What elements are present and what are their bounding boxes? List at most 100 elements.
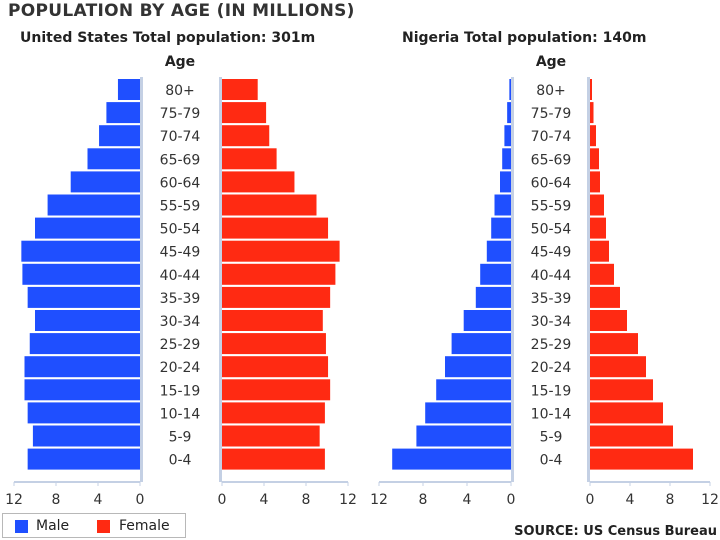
us-age-label: 15-19 [160, 383, 201, 399]
nigeria-female-bar [590, 102, 594, 124]
nigeria-age-label: 70-74 [531, 129, 572, 145]
nigeria-female-baseline [587, 77, 590, 482]
nigeria-age-label: 60-64 [531, 175, 572, 191]
us-age-label: 40-44 [160, 268, 201, 284]
nigeria-female-bar [590, 379, 653, 401]
us-age-label: 75-79 [160, 106, 201, 122]
us-x-tick-label: 12 [339, 492, 357, 508]
nigeria-female-bar [590, 286, 620, 308]
us-x-tick-label: 12 [5, 492, 23, 508]
nigeria-age-label: 40-44 [531, 268, 572, 284]
legend: Male Female [2, 513, 186, 538]
nigeria-female-bar [590, 148, 599, 170]
nigeria-age-label: 30-34 [531, 314, 572, 330]
us-age-label: 25-29 [160, 337, 201, 353]
us-female-bar [222, 79, 258, 100]
nigeria-male-bar [500, 171, 511, 193]
nigeria-age-label: 5-9 [540, 430, 563, 446]
us-male-bar [27, 286, 140, 308]
nigeria-male-bar [475, 286, 511, 308]
nigeria-x-tick-label: 8 [666, 492, 675, 508]
nigeria-male-bar [436, 379, 511, 401]
nigeria-x-tick-label: 0 [586, 492, 595, 508]
us-x-tick-label: 0 [136, 492, 145, 508]
us-male-baseline [140, 77, 143, 482]
nigeria-age-label: 45-49 [531, 245, 572, 261]
chart-main-title: POPULATION BY AGE (IN MILLIONS) [8, 1, 355, 21]
nigeria-age-label: 15-19 [531, 383, 572, 399]
nigeria-male-bar [463, 310, 511, 331]
nigeria-age-label: 0-4 [540, 453, 563, 469]
us-female-bar [222, 171, 295, 193]
us-female-bar [222, 356, 329, 378]
nigeria-age-label: 20-24 [531, 360, 572, 376]
nigeria-male-bar [480, 263, 511, 285]
nigeria-female-bar [590, 125, 596, 147]
nigeria-male-bar [392, 448, 511, 470]
us-male-bar [27, 402, 140, 424]
nigeria-female-bar [590, 171, 600, 193]
nigeria-x-tick-label: 0 [507, 492, 516, 508]
us-age-label: 0-4 [169, 453, 192, 469]
nigeria-female-bar [590, 333, 638, 355]
nigeria-male-bar [491, 217, 511, 239]
nigeria-age-label: 65-69 [531, 152, 572, 168]
nigeria-age-axis-title: Age [536, 54, 566, 70]
legend-male-swatch [15, 520, 28, 533]
nigeria-male-bar [451, 333, 511, 355]
us-male-bar [35, 310, 140, 331]
nigeria-male-bar [507, 102, 511, 124]
us-x-tick-label: 8 [52, 492, 61, 508]
us-age-label: 70-74 [160, 129, 201, 145]
us-male-bar [106, 102, 140, 124]
legend-male-label: Male [36, 518, 70, 534]
nigeria-male-bar [504, 125, 511, 147]
legend-female-label: Female [119, 518, 170, 534]
us-chart-subtitle: United States Total population: 301m [20, 30, 316, 46]
us-female-bar [222, 379, 331, 401]
us-male-bar [99, 125, 140, 147]
nigeria-male-baseline [511, 77, 514, 482]
nigeria-male-bar [502, 148, 511, 170]
nigeria-male-bar [486, 240, 511, 262]
us-male-bar [87, 148, 140, 170]
us-male-bar [70, 171, 140, 193]
nigeria-male-bar [445, 356, 511, 378]
us-female-bar [222, 217, 329, 239]
us-female-bar [222, 286, 331, 308]
us-male-bar [24, 356, 140, 378]
nigeria-female-bar [590, 263, 614, 285]
us-male-bar [21, 240, 141, 262]
us-age-label: 65-69 [160, 152, 201, 168]
nigeria-age-label: 35-39 [531, 291, 572, 307]
us-male-bar [27, 448, 140, 470]
us-male-bar [35, 217, 140, 239]
us-x-tick-label: 4 [260, 492, 269, 508]
us-female-bar [222, 263, 336, 285]
us-age-label: 60-64 [160, 175, 201, 191]
nigeria-female-bar [590, 310, 627, 331]
us-female-bar [222, 125, 270, 147]
legend-female-swatch [97, 520, 110, 533]
us-male-bar [22, 263, 140, 285]
us-age-label: 50-54 [160, 222, 201, 238]
nigeria-x-tick-label: 12 [370, 492, 388, 508]
nigeria-x-tick-label: 12 [701, 492, 719, 508]
nigeria-x-tick-label: 8 [419, 492, 428, 508]
nigeria-female-bar [590, 79, 592, 100]
nigeria-chart-subtitle: Nigeria Total population: 140m [402, 30, 647, 46]
us-age-label: 45-49 [160, 245, 201, 261]
us-age-label: 35-39 [160, 291, 201, 307]
nigeria-age-label: 55-59 [531, 199, 572, 215]
nigeria-age-label: 25-29 [531, 337, 572, 353]
nigeria-female-bar [590, 425, 673, 447]
nigeria-female-bar [590, 194, 604, 216]
nigeria-female-bar [590, 217, 606, 239]
us-age-label: 10-14 [160, 406, 201, 422]
us-age-axis-title: Age [165, 54, 195, 70]
us-male-bar [24, 379, 140, 401]
us-age-label: 55-59 [160, 199, 201, 215]
us-x-tick-label: 0 [218, 492, 227, 508]
us-x-tick-label: 8 [302, 492, 311, 508]
